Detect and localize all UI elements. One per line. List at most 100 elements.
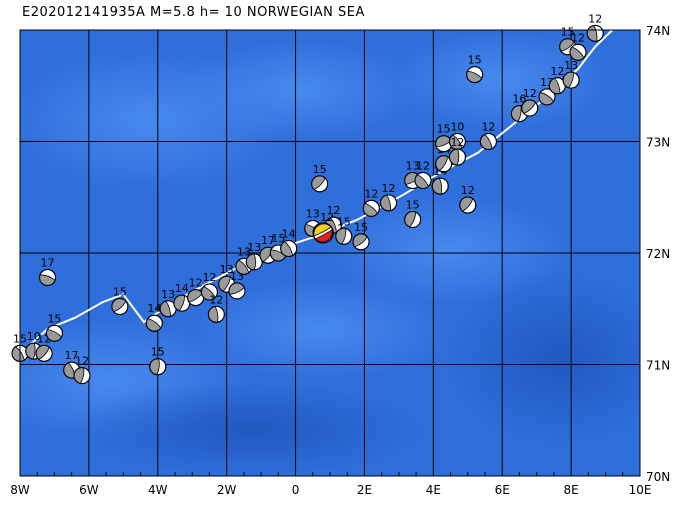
event-depth-label: 15	[151, 346, 165, 359]
beachball	[280, 240, 298, 258]
bathymetry-patch	[390, 30, 610, 130]
beachball	[335, 227, 353, 245]
beachball	[521, 99, 539, 117]
event-depth-label: 13	[306, 207, 320, 220]
event-depth-label: 14	[175, 282, 189, 295]
event-depth-label: 15	[406, 199, 420, 212]
event-depth-label: 17	[261, 234, 275, 247]
bathymetry-patch	[330, 195, 570, 305]
longitude-tick-label: 8E	[564, 483, 579, 497]
event-depth-label: 15	[271, 232, 285, 245]
beachball	[39, 269, 57, 287]
event-depth-label: 13	[220, 263, 234, 276]
beachball	[569, 43, 587, 61]
event-depth-label: 13	[406, 160, 420, 173]
bathymetry-patch	[70, 380, 430, 476]
event-depth-label: 12	[75, 355, 89, 368]
beachball	[352, 233, 370, 251]
beachball	[311, 175, 329, 193]
beachball	[466, 66, 484, 84]
event-depth-label: 17	[65, 349, 79, 362]
bathymetry-patch	[180, 40, 420, 140]
longitude-tick-label: 4W	[148, 483, 168, 497]
event-depth-label: 12	[209, 293, 223, 306]
latitude-tick-label: 71N	[646, 359, 670, 373]
beachball	[73, 367, 91, 385]
main-event: 12	[312, 211, 334, 244]
beachball	[479, 133, 497, 150]
beachball	[362, 199, 380, 217]
longitude-tick-label: 0	[292, 483, 300, 497]
latitude-tick-label: 73N	[646, 136, 670, 150]
longitude-tick-label: 6W	[79, 483, 99, 497]
event-depth-label: 14	[282, 228, 296, 241]
event-depth-label: 13	[247, 241, 261, 254]
beachball	[245, 253, 263, 271]
latitude-tick-label: 72N	[646, 247, 670, 261]
event-depth-label: 12	[189, 277, 203, 290]
event-depth-label: 12	[364, 187, 378, 200]
event-depth-label: 12	[523, 87, 537, 100]
event-depth-label: 12	[382, 182, 396, 195]
event-depth-label: 12	[461, 184, 475, 197]
longitude-tick-label: 4E	[426, 483, 441, 497]
longitude-labels: 8W 6W 4W 2W 0 2E 4E 6E 8E 10E	[10, 483, 651, 497]
event-depth-label: 15	[437, 123, 451, 136]
longitude-tick-label: 2E	[357, 483, 372, 497]
beachball	[538, 88, 556, 106]
beachball	[200, 283, 218, 301]
beachball	[145, 314, 163, 332]
event-depth-label: 15	[468, 54, 482, 67]
event-depth-label: 12	[588, 12, 602, 25]
event-depth-label: 15	[337, 215, 351, 228]
latitude-tick-label: 70N	[646, 470, 670, 484]
event-depth-label: 14	[147, 302, 161, 315]
latitude-labels: 74N 73N 72N 71N 70N	[646, 24, 670, 484]
beachball	[380, 194, 398, 212]
event-depth-label: 10	[27, 330, 41, 343]
beachball	[228, 282, 246, 300]
beachball	[562, 71, 580, 89]
map-title: E202012141935A M=5.8 h= 10 NORWEGIAN SEA	[22, 5, 365, 20]
event-depth-label: 10	[450, 121, 464, 134]
bathymetry-patch	[190, 280, 450, 380]
ocean-bathymetry	[20, 30, 640, 476]
event-depth-label: 15	[313, 163, 327, 176]
event-depth-label: 17	[41, 257, 55, 270]
event-depth-label: 12	[326, 204, 340, 217]
event-depth-label: 12	[550, 65, 564, 78]
graticule	[20, 30, 640, 476]
beachball	[435, 155, 453, 173]
event-depth-label: 12	[571, 31, 585, 44]
latitude-tick-label: 74N	[646, 24, 670, 38]
longitude-tick-label: 6E	[495, 483, 510, 497]
beachball	[459, 196, 477, 214]
beachball	[35, 344, 53, 362]
event-depth-label: 15	[113, 286, 127, 299]
beachball	[548, 77, 566, 95]
main-event-border	[312, 222, 334, 244]
event-depth-label: 12	[450, 136, 464, 149]
event-depth-label: 15	[561, 26, 575, 39]
beachball	[207, 305, 225, 323]
beachball	[45, 324, 63, 342]
longitude-tick-label: 8W	[10, 483, 30, 497]
event-depth-label: 12	[481, 121, 495, 134]
bathymetry-patch	[440, 270, 640, 450]
map-frame	[19, 29, 641, 477]
event-depth-label: 13	[564, 59, 578, 72]
beachball	[404, 211, 422, 229]
longitude-tick-label: 2W	[217, 483, 237, 497]
beachball	[149, 358, 167, 376]
event-depth-label: 12	[202, 271, 216, 284]
event-depth-label: 12	[416, 160, 430, 173]
beachball	[431, 177, 449, 195]
event-depth-label: 16	[512, 93, 526, 106]
event-depth-label: 15	[354, 221, 368, 234]
event-depth-label: 13	[237, 245, 251, 258]
beachball	[111, 298, 129, 316]
beachball	[586, 24, 604, 42]
beachball	[448, 148, 466, 166]
